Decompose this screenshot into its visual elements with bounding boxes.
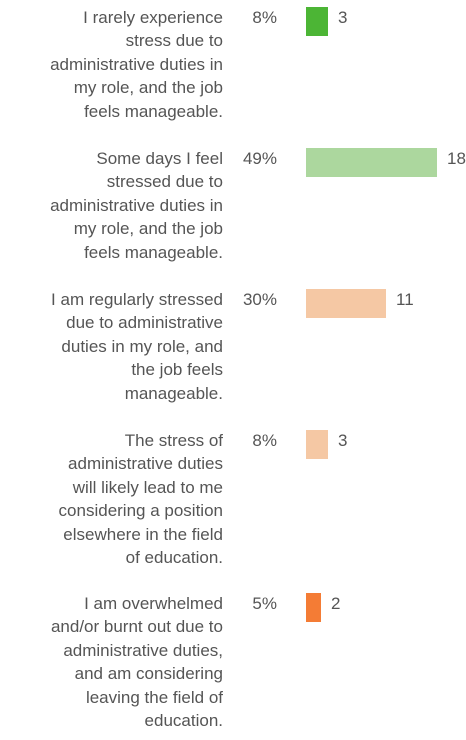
category-label-line: education.: [144, 711, 223, 731]
category-label-line: will likely lead to me: [72, 477, 223, 497]
bar: [306, 289, 386, 318]
category-label-line: my role, and the job: [73, 219, 223, 239]
count-label: 3: [338, 8, 348, 27]
count-label: 11: [396, 290, 414, 309]
category-label-line: administrative duties,: [63, 640, 223, 660]
category-label-line: duties in my role, and: [61, 336, 223, 356]
percentage-label: 49%: [242, 149, 277, 168]
count-label: 3: [338, 431, 348, 450]
category-label-line: feels manageable.: [84, 242, 223, 262]
category-label-line: feels manageable.: [84, 101, 223, 121]
bar: [306, 593, 321, 622]
bar: [306, 148, 437, 177]
category-label-line: administrative duties in: [50, 195, 223, 215]
category-label-line: of education.: [125, 548, 223, 568]
percentage-label: 5%: [252, 594, 277, 613]
category-label-line: I am regularly stressed: [51, 290, 223, 309]
category-label-line: I rarely experience: [83, 8, 223, 27]
category-label: I am regularly stressed due to administra…: [0, 288, 223, 405]
category-label-line: I am overwhelmed: [84, 594, 223, 613]
category-label: I rarely experience stress due to administ…: [0, 6, 223, 123]
percentage-label: 30%: [242, 290, 277, 309]
category-label-line: stressed due to: [106, 172, 223, 192]
bar: [306, 430, 328, 459]
category-label-line: and am considering: [74, 664, 223, 684]
category-label-line: administrative duties in: [50, 54, 223, 74]
category-label-line: due to administrative: [66, 313, 223, 333]
category-label-line: Some days I feel: [96, 149, 223, 168]
percentage-label: 8%: [252, 431, 277, 450]
category-label-line: The stress of: [124, 431, 223, 450]
category-label-line: considering a position: [58, 501, 223, 521]
count-label: 18: [447, 149, 466, 168]
category-label-line: the job feels: [131, 360, 223, 380]
count-label: 2: [331, 594, 341, 613]
bar: [306, 7, 328, 36]
category-label-line: and/or burnt out due to: [50, 617, 223, 637]
category-label-line: elsewhere in the field: [63, 524, 223, 544]
category-label-line: my role, and the job: [73, 78, 223, 98]
category-label-line: stress due to: [125, 31, 223, 51]
percentage-label: 8%: [252, 8, 277, 27]
category-label-line: leaving the field of: [85, 687, 223, 707]
category-label-line: administrative duties: [68, 454, 223, 474]
category-label: The stress of administrative duties will l…: [0, 429, 223, 569]
category-label: Some days I feel stressed due to administr…: [0, 147, 223, 264]
category-label-line: manageable.: [124, 383, 223, 403]
category-label: I am overwhelmed and/or burnt out due to a…: [0, 592, 223, 732]
